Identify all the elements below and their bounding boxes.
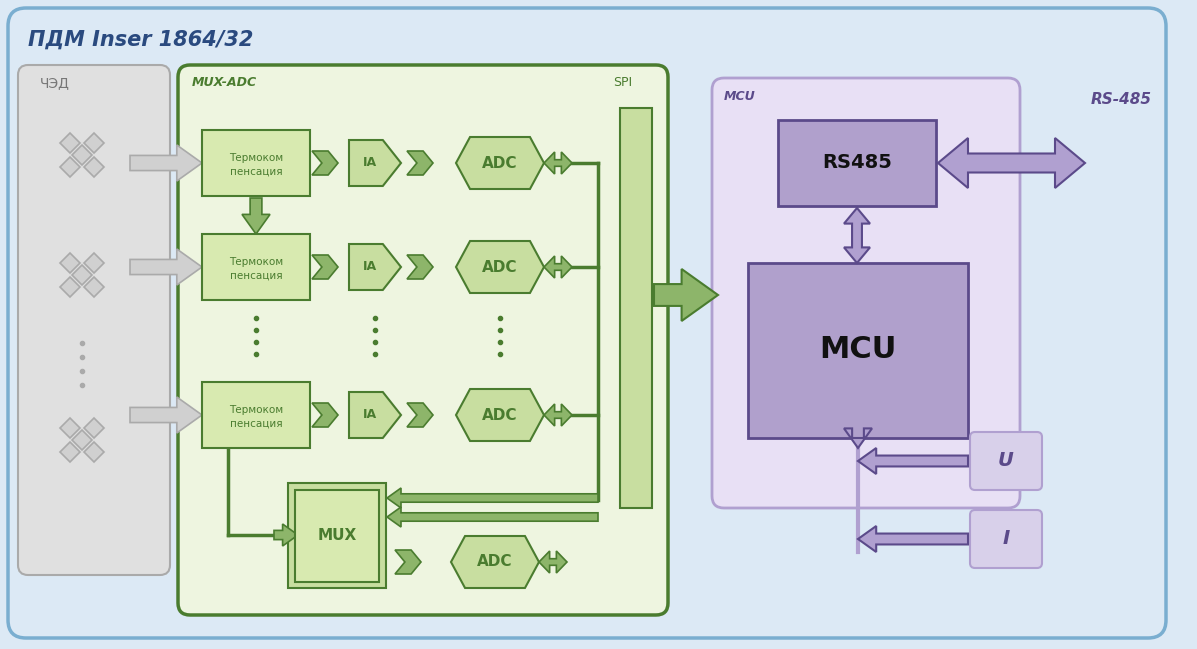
Polygon shape — [312, 255, 338, 279]
Polygon shape — [543, 152, 572, 174]
Text: MCU: MCU — [819, 336, 897, 365]
Text: IA: IA — [363, 156, 377, 169]
Polygon shape — [844, 208, 870, 263]
Polygon shape — [84, 157, 104, 177]
Polygon shape — [84, 133, 104, 153]
Text: Термоком: Термоком — [229, 153, 282, 163]
Polygon shape — [654, 269, 718, 321]
Polygon shape — [350, 140, 401, 186]
Bar — [294, 490, 379, 582]
Polygon shape — [242, 198, 271, 234]
Text: I: I — [1002, 530, 1009, 548]
Polygon shape — [312, 151, 338, 175]
Text: ADC: ADC — [482, 408, 518, 422]
FancyBboxPatch shape — [712, 78, 1020, 508]
Polygon shape — [60, 157, 80, 177]
Polygon shape — [543, 256, 572, 278]
Polygon shape — [72, 145, 92, 165]
Polygon shape — [60, 418, 80, 438]
Polygon shape — [350, 244, 401, 290]
Polygon shape — [84, 418, 104, 438]
Bar — [620, 108, 652, 508]
Polygon shape — [456, 389, 543, 441]
Polygon shape — [387, 507, 598, 527]
Polygon shape — [858, 526, 968, 552]
Text: Термоком: Термоком — [229, 257, 282, 267]
Text: ПДМ Inser 1864/32: ПДМ Inser 1864/32 — [28, 30, 254, 50]
FancyBboxPatch shape — [970, 510, 1043, 568]
FancyBboxPatch shape — [8, 8, 1166, 638]
Text: MUX-ADC: MUX-ADC — [192, 77, 257, 90]
Polygon shape — [72, 265, 92, 285]
Text: IA: IA — [363, 408, 377, 421]
Polygon shape — [84, 442, 104, 462]
FancyBboxPatch shape — [970, 432, 1043, 490]
Polygon shape — [130, 249, 202, 285]
Bar — [202, 234, 310, 300]
Polygon shape — [456, 241, 543, 293]
Text: ADC: ADC — [478, 554, 512, 570]
Text: U: U — [998, 452, 1014, 471]
Polygon shape — [844, 428, 871, 448]
Text: ЧЭД: ЧЭД — [40, 76, 69, 90]
Text: MUX: MUX — [317, 528, 357, 543]
Polygon shape — [274, 524, 298, 546]
Polygon shape — [60, 253, 80, 273]
Polygon shape — [407, 151, 433, 175]
Polygon shape — [407, 403, 433, 427]
Polygon shape — [451, 536, 539, 588]
Polygon shape — [539, 551, 567, 573]
FancyBboxPatch shape — [18, 65, 170, 575]
Bar — [778, 120, 936, 206]
Text: Термоком: Термоком — [229, 405, 282, 415]
Text: пенсация: пенсация — [230, 167, 282, 177]
Polygon shape — [130, 397, 202, 433]
Polygon shape — [350, 392, 401, 438]
Bar — [748, 263, 968, 438]
Polygon shape — [456, 137, 543, 189]
Polygon shape — [938, 138, 1084, 188]
Polygon shape — [60, 133, 80, 153]
Bar — [202, 382, 310, 448]
Text: MCU: MCU — [724, 90, 755, 103]
Text: RS-485: RS-485 — [1090, 93, 1152, 108]
Text: ADC: ADC — [482, 156, 518, 171]
Polygon shape — [543, 404, 572, 426]
Polygon shape — [84, 277, 104, 297]
Polygon shape — [130, 145, 202, 181]
Polygon shape — [312, 403, 338, 427]
Polygon shape — [407, 255, 433, 279]
Text: SPI: SPI — [613, 77, 632, 90]
Polygon shape — [858, 448, 968, 474]
Polygon shape — [60, 442, 80, 462]
Text: пенсация: пенсация — [230, 419, 282, 429]
Polygon shape — [395, 550, 421, 574]
Polygon shape — [387, 488, 598, 508]
FancyBboxPatch shape — [178, 65, 668, 615]
Text: пенсация: пенсация — [230, 271, 282, 281]
Bar — [288, 483, 385, 588]
Text: IA: IA — [363, 260, 377, 273]
Text: RS485: RS485 — [822, 154, 892, 173]
Bar — [202, 130, 310, 196]
Polygon shape — [84, 253, 104, 273]
Polygon shape — [72, 430, 92, 450]
Text: ADC: ADC — [482, 260, 518, 275]
Polygon shape — [60, 277, 80, 297]
